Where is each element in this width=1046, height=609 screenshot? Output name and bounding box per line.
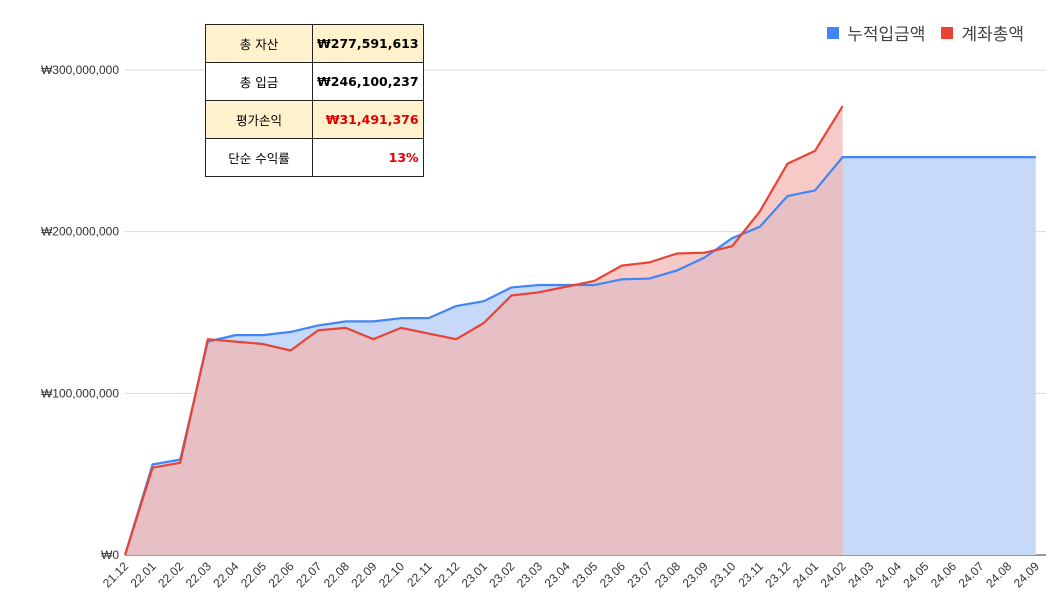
x-tick-label: 22.05: [238, 559, 269, 590]
x-tick-label: 24.01: [790, 559, 821, 590]
legend-swatch-deposits: [827, 26, 840, 39]
y-tick-label: ₩0: [101, 548, 119, 562]
legend-item-account-total[interactable]: 계좌총액: [941, 20, 1024, 45]
summary-label: 단순 수익률: [205, 138, 313, 177]
summary-row-total-assets: 총 자산 ₩277,591,613: [205, 24, 424, 63]
x-tick-label: 23.01: [459, 559, 490, 590]
x-axis-ticks: 21.1222.0122.0222.0322.0422.0522.0622.07…: [100, 559, 1042, 590]
series-lines: [123, 105, 1036, 556]
x-tick-label: 24.03: [845, 559, 876, 590]
x-tick-label: 23.09: [680, 559, 711, 590]
x-tick-label: 23.05: [569, 559, 600, 590]
x-tick-label: 23.04: [542, 559, 573, 590]
legend-label-deposits: 누적입금액: [847, 25, 926, 45]
area-account-total: [125, 106, 843, 555]
summary-value: 13%: [312, 138, 424, 177]
y-axis-ticks: ₩0 ₩100,000,000 ₩200,000,000 ₩300,000,000: [41, 63, 119, 562]
x-tick-label: 24.06: [928, 559, 959, 590]
x-tick-label: 24.07: [956, 559, 987, 590]
y-tick-label: ₩200,000,000: [41, 225, 119, 239]
x-tick-label: 23.11: [735, 559, 766, 590]
x-tick-label: 23.10: [707, 559, 738, 590]
x-tick-label: 24.04: [873, 559, 904, 590]
x-tick-label: 24.02: [818, 559, 849, 590]
y-tick-label: ₩300,000,000: [41, 63, 119, 77]
line-deposits: [123, 156, 1036, 556]
summary-label: 평가손익: [205, 100, 313, 139]
x-tick-label: 23.07: [624, 559, 655, 590]
x-tick-label: 22.03: [183, 559, 214, 590]
x-tick-label: 22.06: [266, 559, 297, 590]
x-tick-label: 24.08: [983, 559, 1014, 590]
x-tick-label: 22.01: [128, 559, 159, 590]
summary-label: 총 자산: [205, 24, 313, 63]
x-tick-label: 22.09: [348, 559, 379, 590]
x-tick-label: 22.11: [404, 559, 435, 590]
chart-legend: 누적입금액 계좌총액: [827, 20, 1024, 45]
x-tick-label: 22.08: [321, 559, 352, 590]
x-tick-label: 22.04: [210, 559, 241, 590]
summary-value: ₩246,100,237: [312, 62, 424, 101]
x-tick-label: 23.06: [597, 559, 628, 590]
x-tick-label: 21.12: [100, 559, 131, 590]
x-tick-label: 22.10: [376, 559, 407, 590]
series-areas: [125, 106, 1036, 556]
x-tick-label: 24.05: [900, 559, 931, 590]
x-tick-label: 23.02: [486, 559, 517, 590]
x-tick-label: 22.07: [293, 559, 324, 590]
x-tick-label: 23.12: [762, 559, 793, 590]
summary-row-total-deposits: 총 입금 ₩246,100,237: [205, 62, 424, 101]
summary-value: ₩277,591,613: [312, 24, 424, 63]
summary-label: 총 입금: [205, 62, 313, 101]
summary-row-profit: 평가손익 ₩31,491,376: [205, 100, 424, 139]
legend-label-account-total: 계좌총액: [961, 25, 1024, 45]
summary-table: 총 자산 ₩277,591,613 총 입금 ₩246,100,237 평가손익…: [205, 24, 424, 177]
legend-item-deposits[interactable]: 누적입금액: [827, 20, 925, 45]
x-tick-label: 23.03: [514, 559, 545, 590]
legend-swatch-account-total: [941, 26, 954, 39]
line-account-total: [123, 105, 844, 556]
x-tick-label: 23.08: [652, 559, 683, 590]
x-tick-label: 22.02: [155, 559, 186, 590]
summary-row-return-rate: 단순 수익률 13%: [205, 138, 424, 177]
x-tick-label: 24.09: [1011, 559, 1042, 590]
x-tick-label: 22.12: [431, 559, 462, 590]
summary-value: ₩31,491,376: [312, 100, 424, 139]
y-tick-label: ₩100,000,000: [41, 386, 119, 400]
